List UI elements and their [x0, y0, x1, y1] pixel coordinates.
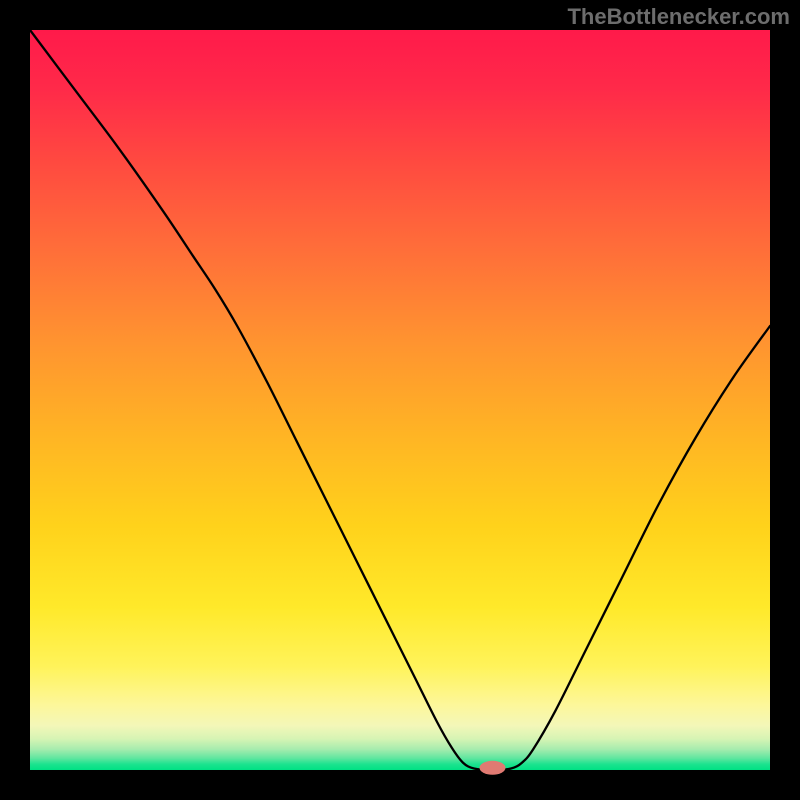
bottleneck-chart: [0, 0, 800, 800]
watermark-text: TheBottlenecker.com: [567, 4, 790, 30]
plot-background-gradient: [30, 30, 770, 770]
optimal-point-marker: [480, 761, 506, 775]
